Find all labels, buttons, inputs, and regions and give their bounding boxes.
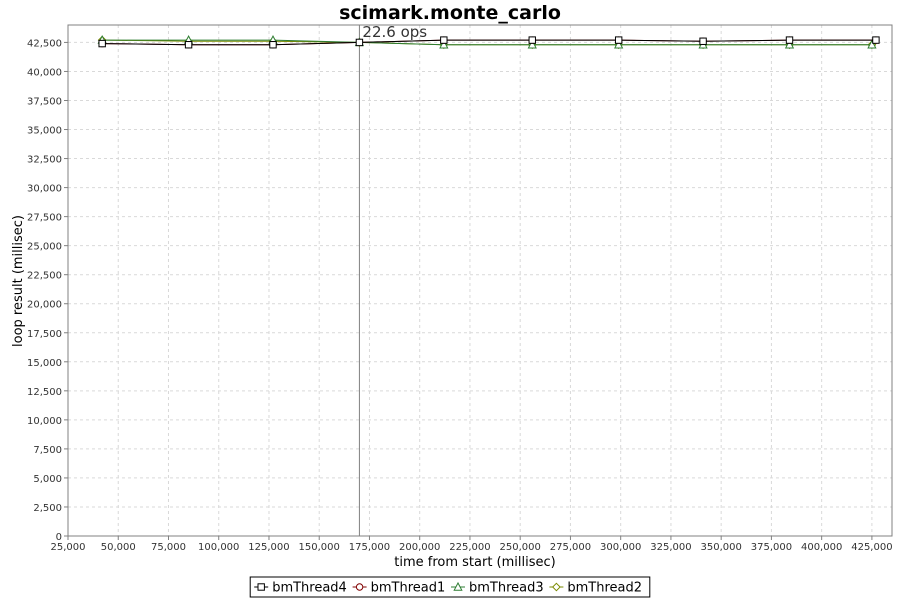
y-axis-label: loop result (millisec)	[11, 215, 26, 347]
legend-label-bmthread4: bmThread4	[272, 581, 347, 596]
data-point-bmthread3	[439, 39, 449, 49]
x-tick-label: 75,000	[151, 542, 186, 553]
series-bmthread4	[98, 36, 880, 49]
x-tick-label: 125,000	[248, 542, 289, 553]
x-tick-label: 275,000	[550, 542, 591, 553]
annotation-label: 22.6 ops	[362, 23, 427, 41]
legend-marker-bmthread2	[551, 582, 561, 592]
plot-border	[67, 24, 893, 537]
x-tick-label: 50,000	[101, 542, 136, 553]
legend-label-bmthread3: bmThread3	[469, 581, 544, 596]
y-tick-label: 5,000	[33, 474, 62, 485]
x-tick-label: 175,000	[349, 542, 390, 553]
x-tick-label: 400,000	[801, 542, 842, 553]
legend-item-bmthread4: bmThread4	[254, 581, 347, 596]
chart-title: scimark.monte_carlo	[339, 2, 561, 24]
data-point-bmthread4	[528, 36, 536, 44]
x-tick-label: 250,000	[500, 542, 541, 553]
series-line-bmthread3	[102, 39, 872, 46]
y-tick-label: 0	[56, 532, 62, 543]
legend-label-bmthread2: bmThread2	[567, 581, 642, 596]
x-axis-label: time from start (millisec)	[394, 555, 555, 570]
y-tick-label: 20,000	[27, 300, 62, 311]
data-point-bmthread3	[784, 39, 795, 49]
data-point-bmthread4	[355, 38, 364, 47]
y-tick-label: 2,500	[33, 503, 62, 514]
legend-label-bmthread1: bmThread1	[371, 581, 446, 596]
legend-marker-bmthread3	[453, 581, 463, 591]
legend-item-bmthread2: bmThread2	[549, 581, 642, 596]
legend-item-bmthread3: bmThread3	[451, 581, 544, 596]
x-tick-label: 150,000	[299, 542, 340, 553]
legend-marker-bmthread1	[355, 583, 364, 591]
x-tick-label: 325,000	[650, 542, 691, 553]
y-tick-label: 17,500	[27, 329, 62, 340]
series-line-bmthread4	[102, 39, 876, 46]
data-point-bmthread4	[269, 41, 277, 49]
x-tick-label: 425,000	[851, 542, 892, 553]
data-point-bmthread3	[614, 39, 624, 49]
data-point-bmthread4	[440, 36, 448, 44]
data-point-bmthread4	[872, 36, 880, 44]
data-point-bmthread4	[98, 39, 106, 48]
data-point-bmthread4	[699, 37, 707, 45]
y-tick-label: 40,000	[27, 67, 62, 78]
y-tick-label: 12,500	[27, 387, 62, 398]
y-tick-label: 42,500	[27, 38, 62, 49]
y-tick-label: 37,500	[27, 96, 62, 107]
x-tick-label: 100,000	[198, 542, 239, 553]
y-tick-label: 7,500	[33, 445, 62, 456]
x-tick-label: 350,000	[700, 542, 741, 553]
y-tick-label: 30,000	[27, 184, 62, 195]
x-tick-label: 300,000	[600, 542, 641, 553]
legend-item-bmthread1: bmThread1	[352, 581, 446, 596]
y-tick-label: 22,500	[27, 271, 62, 282]
y-tick-label: 35,000	[27, 126, 62, 137]
x-tick-label: 25,000	[51, 542, 86, 553]
data-point-bmthread3	[527, 39, 537, 49]
data-point-bmthread4	[184, 41, 193, 49]
x-tick-label: 200,000	[399, 542, 440, 553]
data-point-bmthread3	[867, 39, 877, 49]
legend-box	[249, 576, 651, 598]
y-tick-label: 32,500	[27, 155, 62, 166]
plot-area	[68, 25, 892, 536]
data-point-bmthread4	[614, 36, 623, 44]
y-tick-label: 27,500	[27, 213, 62, 224]
y-tick-label: 25,000	[27, 242, 62, 253]
legend: bmThread4 bmThread1 bmThread3 bmThread2	[249, 576, 651, 598]
y-tick-label: 15,000	[27, 358, 62, 369]
data-point-bmthread4	[785, 36, 794, 44]
y-tick-label: 10,000	[27, 416, 62, 427]
legend-marker-bmthread4	[257, 583, 265, 591]
x-tick-label: 375,000	[751, 542, 792, 553]
x-tick-label: 225,000	[449, 542, 490, 553]
